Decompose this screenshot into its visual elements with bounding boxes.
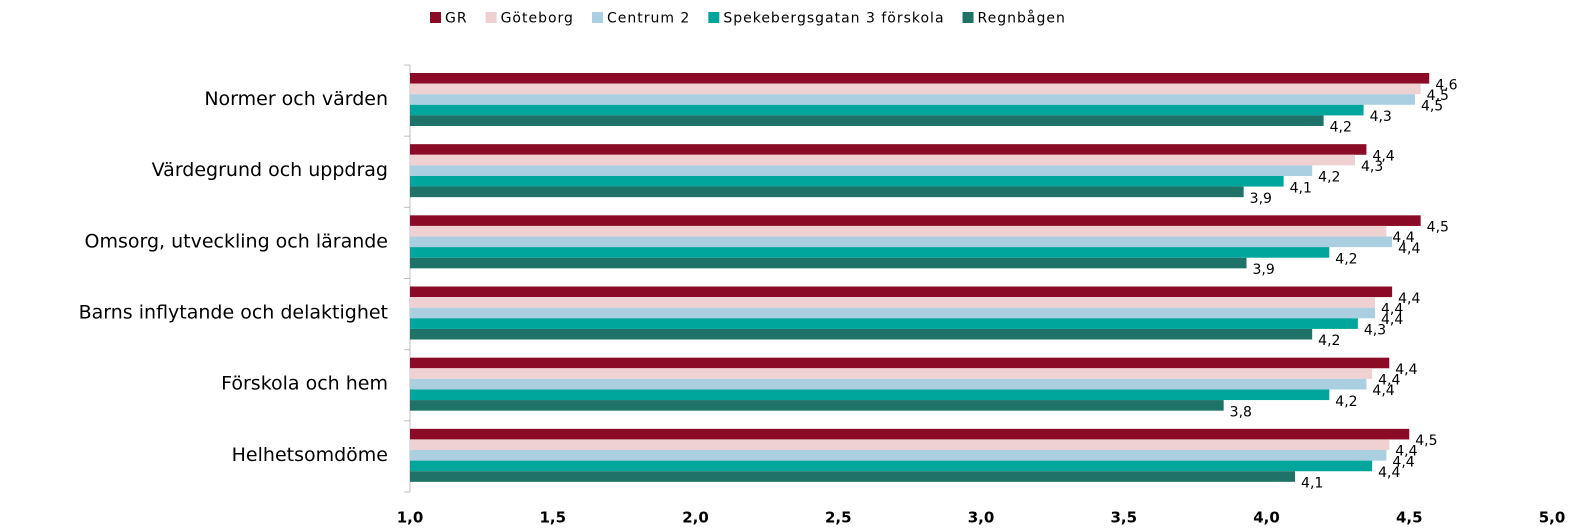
category-label: Normer och värden (204, 88, 388, 110)
bar (410, 439, 1390, 451)
value-label: 4,4 (1372, 383, 1394, 399)
bar (410, 73, 1430, 84)
value-label: 4,5 (1427, 88, 1449, 104)
x-tick-label: 3,0 (968, 509, 995, 527)
category-label: Helhetsomdöme (232, 444, 388, 466)
bar (410, 460, 1373, 472)
bar (410, 104, 1364, 116)
legend-swatch (708, 12, 720, 23)
value-label: 4,6 (1435, 77, 1457, 93)
value-label: 3,8 (1230, 404, 1252, 420)
x-tick-label: 1,0 (397, 509, 424, 527)
legend-label: Spekebergsgatan 3 förskola (723, 11, 944, 27)
value-label: 4,2 (1330, 120, 1352, 136)
bar (410, 225, 1387, 237)
category-label: Barns inflytande och delaktighet (79, 302, 388, 324)
x-tick-label: 2,0 (682, 509, 709, 527)
x-tick-label: 4,0 (1253, 509, 1280, 527)
bar (410, 297, 1375, 308)
category-label: Förskola och hem (221, 373, 388, 395)
value-label: 4,2 (1318, 333, 1340, 349)
x-tick-label: 5,0 (1539, 509, 1566, 527)
value-label: 3,9 (1253, 262, 1275, 278)
legend-swatch (591, 12, 603, 23)
legend-label: Göteborg (501, 11, 574, 27)
legend-label: GR (445, 11, 468, 27)
value-label: 4,4 (1378, 373, 1400, 389)
bar (410, 286, 1393, 298)
category-label: Omsorg, utveckling och lärande (85, 230, 389, 252)
value-label: 4,3 (1370, 109, 1392, 125)
value-label: 4,4 (1381, 312, 1403, 328)
value-label: 4,1 (1301, 476, 1323, 492)
bar (410, 428, 1410, 440)
legend-swatch (430, 12, 441, 23)
legend-swatch (485, 12, 497, 23)
value-label: 4,4 (1381, 301, 1403, 317)
legend-swatch (962, 12, 974, 23)
value-label: 4,4 (1395, 362, 1417, 378)
bar (410, 186, 1244, 198)
value-label: 4,4 (1398, 241, 1420, 257)
bar (410, 115, 1324, 126)
value-label: 4,2 (1335, 251, 1357, 267)
bar (410, 318, 1358, 329)
x-tick-label: 1,5 (539, 509, 566, 527)
legend-label: Regnbågen (978, 10, 1066, 27)
x-tick-label: 4,5 (1396, 509, 1423, 527)
bar (410, 83, 1421, 95)
legend-label: Centrum 2 (607, 11, 690, 27)
value-label: 4,5 (1415, 433, 1437, 449)
bar (410, 378, 1367, 390)
value-label: 3,9 (1250, 191, 1272, 207)
x-tick-label: 3,5 (1110, 509, 1137, 527)
value-label: 4,4 (1372, 148, 1394, 164)
value-label: 4,1 (1290, 180, 1312, 196)
value-label: 4,3 (1361, 159, 1383, 175)
value-label: 4,4 (1398, 291, 1420, 307)
bar (410, 94, 1415, 105)
bar (410, 328, 1313, 340)
bar (410, 144, 1367, 155)
bar (410, 165, 1313, 176)
value-label: 4,5 (1427, 220, 1449, 236)
bar (410, 257, 1247, 269)
category-label: Värdegrund och uppdrag (152, 159, 388, 181)
x-tick-label: 2,5 (825, 509, 852, 527)
bar (410, 307, 1375, 319)
bar (410, 368, 1373, 379)
bar (410, 450, 1387, 461)
value-label: 4,4 (1378, 465, 1400, 481)
bar (410, 154, 1356, 166)
bar (410, 236, 1393, 248)
bar (410, 215, 1421, 226)
bar (410, 357, 1390, 369)
value-label: 4,4 (1395, 444, 1417, 460)
bar (410, 247, 1330, 258)
bar (410, 471, 1296, 482)
value-label: 4,2 (1318, 170, 1340, 186)
bar (410, 400, 1224, 411)
value-label: 4,3 (1364, 323, 1386, 339)
value-label: 4,2 (1335, 394, 1357, 410)
value-label: 4,5 (1421, 99, 1443, 115)
value-label: 4,4 (1392, 230, 1414, 246)
bar (410, 389, 1330, 401)
bar (410, 175, 1284, 187)
value-label: 4,4 (1392, 454, 1414, 470)
